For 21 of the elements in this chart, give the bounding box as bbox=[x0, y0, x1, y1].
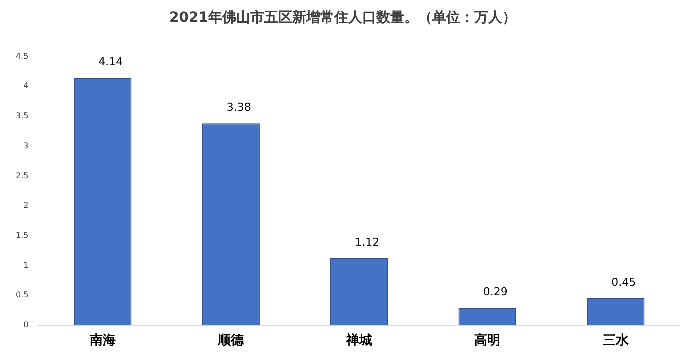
y-tick-label: 3.5 bbox=[16, 112, 29, 121]
x-tick-label: 南海 bbox=[88, 334, 116, 349]
y-tick-label: 1.5 bbox=[16, 230, 29, 240]
data-label: 0.29 bbox=[483, 285, 508, 298]
data-label: 0.45 bbox=[612, 276, 636, 289]
x-tick-label: 三水 bbox=[602, 334, 630, 349]
data-label: 4.14 bbox=[98, 56, 124, 69]
chart-title: 2021年佛山市五区新增常住人口数量。（单位：万人） bbox=[170, 9, 516, 26]
y-tick-label: 4 bbox=[24, 82, 29, 91]
y-tick-label: 0 bbox=[24, 320, 29, 330]
y-tick-label: 4.5 bbox=[16, 52, 29, 61]
y-tick-label: 0.5 bbox=[16, 290, 29, 300]
data-label: 3.38 bbox=[226, 101, 252, 114]
data-label: 1.12 bbox=[355, 236, 380, 249]
x-tick-label: 禅城 bbox=[345, 332, 372, 349]
y-tick-label: 3 bbox=[24, 141, 29, 150]
y-tick-label: 1 bbox=[24, 260, 29, 270]
x-tick-label: 顺德 bbox=[217, 334, 246, 349]
y-tick-label: 2 bbox=[24, 201, 29, 210]
x-tick-label: 高明 bbox=[474, 332, 501, 349]
y-tick-label: 2.5 bbox=[16, 171, 29, 180]
